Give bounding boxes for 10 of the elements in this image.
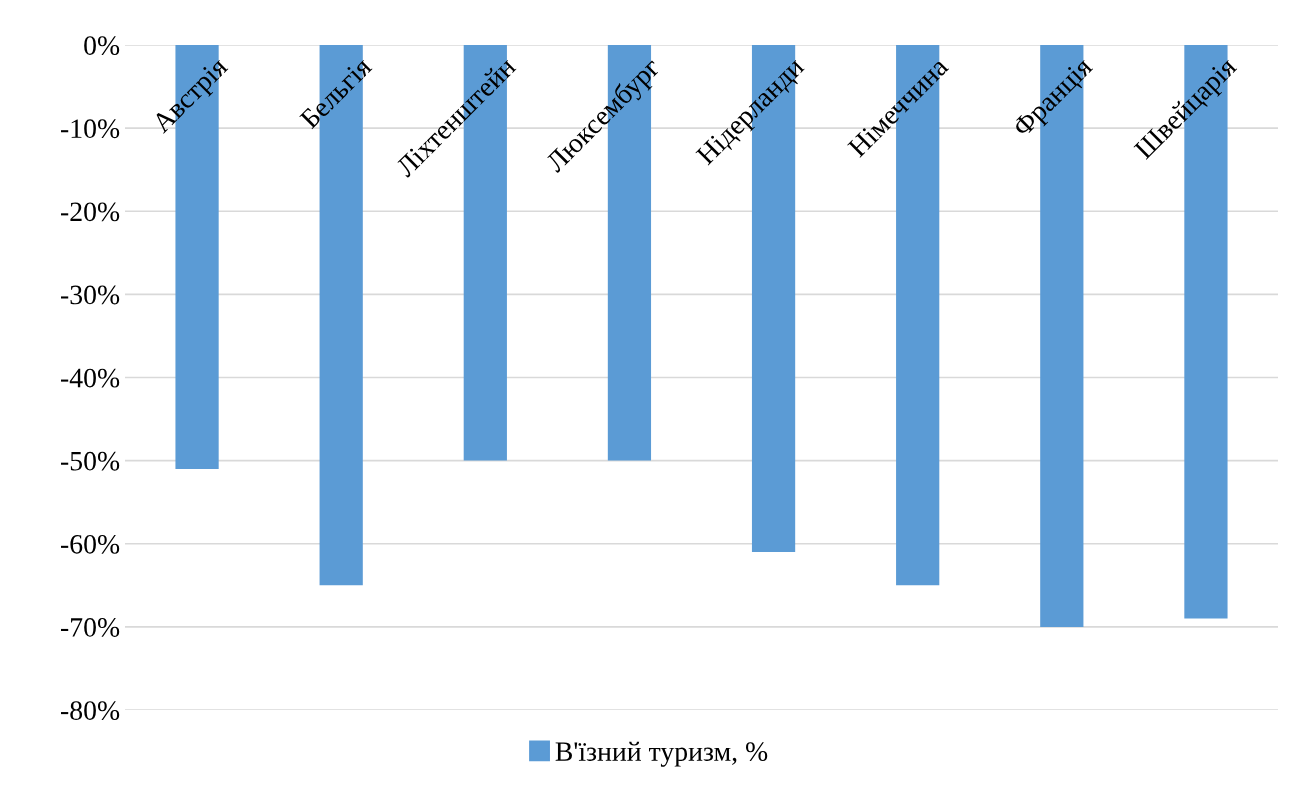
y-tick-label: -10% — [61, 119, 120, 139]
y-tick-label: -40% — [61, 368, 120, 388]
y-tick-label: -30% — [61, 285, 120, 305]
y-tick-label: 0% — [84, 36, 120, 55]
y-tick-label: -80% — [61, 701, 120, 720]
y-tick-label: -20% — [61, 202, 120, 222]
y-tick-label: -70% — [61, 618, 120, 637]
legend-label: В'їзний туризм, % — [555, 741, 768, 767]
y-tick-label: -60% — [61, 534, 120, 554]
y-tick-label: -50% — [61, 451, 120, 471]
